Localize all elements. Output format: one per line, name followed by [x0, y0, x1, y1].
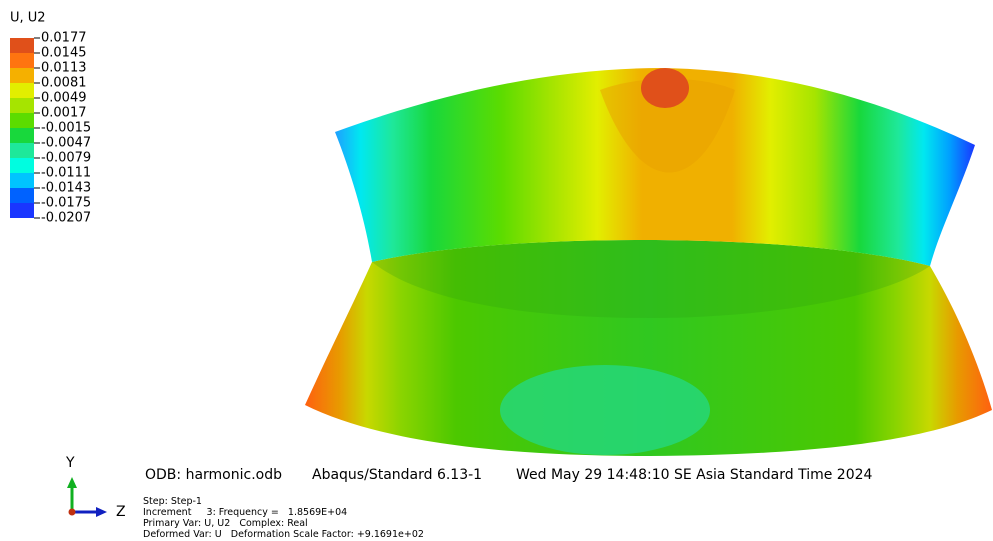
legend-swatch [10, 188, 34, 203]
legend-label: -0.0047 [41, 136, 91, 151]
legend-swatch [10, 203, 34, 218]
legend-label: -0.0111 [41, 166, 91, 181]
legend-swatch [10, 113, 34, 128]
legend-label: 0.0145 [41, 46, 87, 61]
info-line: Deformed Var: U Deformation Scale Factor… [143, 529, 424, 540]
info-line: Primary Var: U, U2 Complex: Real [143, 518, 308, 529]
info-line: Increment 3: Frequency = 1.8569E+04 [143, 507, 347, 518]
legend-label: 0.0017 [41, 106, 87, 121]
legend-label: 0.0177 [41, 31, 87, 46]
legend-label: -0.0143 [41, 181, 91, 196]
triad: Y Z [65, 455, 126, 520]
legend-swatch [10, 158, 34, 173]
legend-label: 0.0081 [41, 76, 87, 91]
axis-y-label: Y [65, 455, 75, 471]
info-line: Step: Step-1 [143, 496, 202, 507]
model [305, 68, 992, 456]
legend-label: 0.0049 [41, 91, 87, 106]
legend-swatch [10, 68, 34, 83]
legend-label: -0.0015 [41, 121, 91, 136]
legend-swatch [10, 83, 34, 98]
viewport: U, U2 0.01770.01450.01130.00810.00490.00… [0, 0, 993, 541]
legend-swatch [10, 98, 34, 113]
legend-label: -0.0079 [41, 151, 91, 166]
legend: 0.01770.01450.01130.00810.00490.0017-0.0… [10, 31, 91, 226]
legend-swatch [10, 38, 34, 53]
legend-label: -0.0175 [41, 196, 91, 211]
version: Abaqus/Standard 6.13-1 [312, 467, 482, 483]
axis-z-label: Z [116, 504, 126, 520]
legend-label: 0.0113 [41, 61, 87, 76]
timestamp: Wed May 29 14:48:10 SE Asia Standard Tim… [516, 467, 873, 483]
legend-swatch [10, 173, 34, 188]
odb-name: ODB: harmonic.odb [145, 467, 282, 483]
legend-swatch [10, 143, 34, 158]
legend-swatch [10, 128, 34, 143]
legend-label: -0.0207 [41, 211, 91, 226]
legend-title: U, U2 [10, 11, 46, 26]
legend-swatch [10, 53, 34, 68]
